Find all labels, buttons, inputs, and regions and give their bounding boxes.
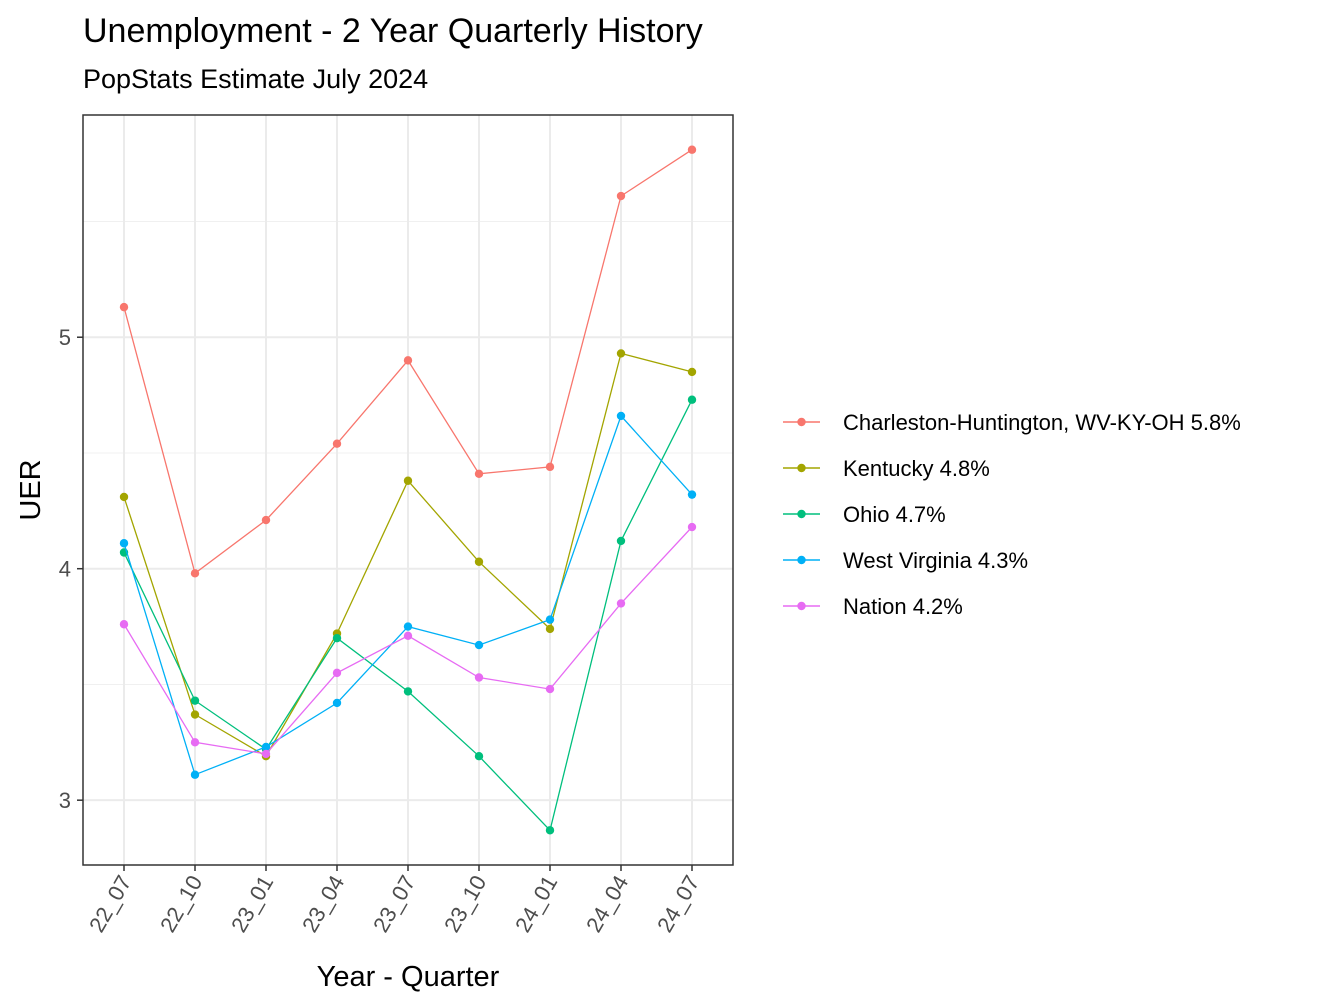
data-point (616, 411, 626, 421)
y-tick-label: 4 (59, 557, 71, 582)
data-point (545, 684, 555, 694)
x-tick-label: 24_04 (581, 871, 633, 936)
data-point (403, 476, 413, 485)
data-point (687, 367, 697, 377)
y-tick-label: 5 (59, 325, 71, 350)
data-point (332, 668, 342, 678)
data-point (119, 492, 129, 502)
data-point (261, 749, 271, 759)
data-point (403, 622, 413, 631)
legend-item: Nation 4.2% (783, 594, 963, 619)
legend-item: West Virginia 4.3% (783, 548, 1028, 573)
x-tick-label: 23_01 (226, 871, 278, 936)
legend-label: West Virginia 4.3% (843, 548, 1028, 573)
legend-label: Ohio 4.7% (843, 502, 946, 527)
data-point (474, 557, 484, 566)
y-tick-label: 3 (59, 788, 71, 813)
legend-key-point (797, 555, 806, 565)
legend-label: Kentucky 4.8% (843, 456, 990, 481)
data-point (332, 698, 342, 708)
x-axis-title: Year - Quarter (317, 961, 500, 993)
chart-subtitle: PopStats Estimate July 2024 (83, 64, 429, 94)
data-point (403, 687, 413, 696)
x-tick-label: 24_01 (510, 871, 562, 936)
legend-key-point (797, 509, 806, 519)
data-point (119, 539, 129, 548)
x-tick-label: 23_04 (297, 871, 349, 936)
legend-key-point (797, 463, 806, 473)
data-point (687, 490, 697, 499)
legend-label: Charleston-Huntington, WV-KY-OH 5.8% (843, 410, 1241, 435)
data-point (474, 673, 484, 682)
legend-item: Charleston-Huntington, WV-KY-OH 5.8% (783, 410, 1241, 435)
data-point (261, 742, 271, 752)
chart-title: Unemployment - 2 Year Quarterly History (83, 12, 703, 50)
data-point (687, 395, 697, 404)
data-point (545, 462, 555, 472)
data-point (474, 469, 484, 478)
data-point (261, 515, 271, 525)
data-point (545, 826, 555, 835)
data-point (474, 752, 484, 761)
data-point (332, 439, 342, 448)
series-4 (119, 522, 697, 759)
legend-label: Nation 4.2% (843, 594, 963, 619)
data-point (616, 349, 626, 358)
data-point (545, 615, 555, 624)
legend-item: Ohio 4.7% (783, 502, 946, 527)
data-point (616, 599, 626, 608)
data-point (332, 633, 342, 643)
data-point (190, 710, 200, 719)
x-tick-label: 23_07 (368, 871, 420, 936)
data-point (687, 145, 697, 154)
data-point (616, 536, 626, 546)
data-point (190, 696, 200, 705)
data-point (403, 356, 413, 365)
x-tick-label: 22_07 (84, 871, 136, 936)
legend-key-point (797, 601, 806, 611)
legend-key-point (797, 417, 806, 427)
series-3 (119, 411, 697, 779)
data-point (687, 522, 697, 532)
data-point (119, 620, 129, 629)
data-point (474, 640, 484, 650)
series-0 (119, 145, 697, 578)
x-tick-label: 22_10 (155, 871, 207, 936)
data-point (190, 569, 200, 578)
x-tick-label: 23_10 (439, 871, 491, 936)
legend-item: Kentucky 4.8% (783, 456, 990, 481)
y-axis-title: UER (15, 459, 47, 520)
series-layer (119, 145, 697, 835)
x-tick-label: 24_07 (652, 871, 704, 936)
legend: Charleston-Huntington, WV-KY-OH 5.8% Kent… (783, 410, 1241, 619)
data-point (616, 191, 626, 201)
data-point (403, 631, 413, 641)
data-point (190, 770, 200, 779)
data-point (190, 738, 200, 747)
grid-layer (83, 115, 733, 865)
data-point (119, 302, 129, 312)
data-point (545, 624, 555, 634)
